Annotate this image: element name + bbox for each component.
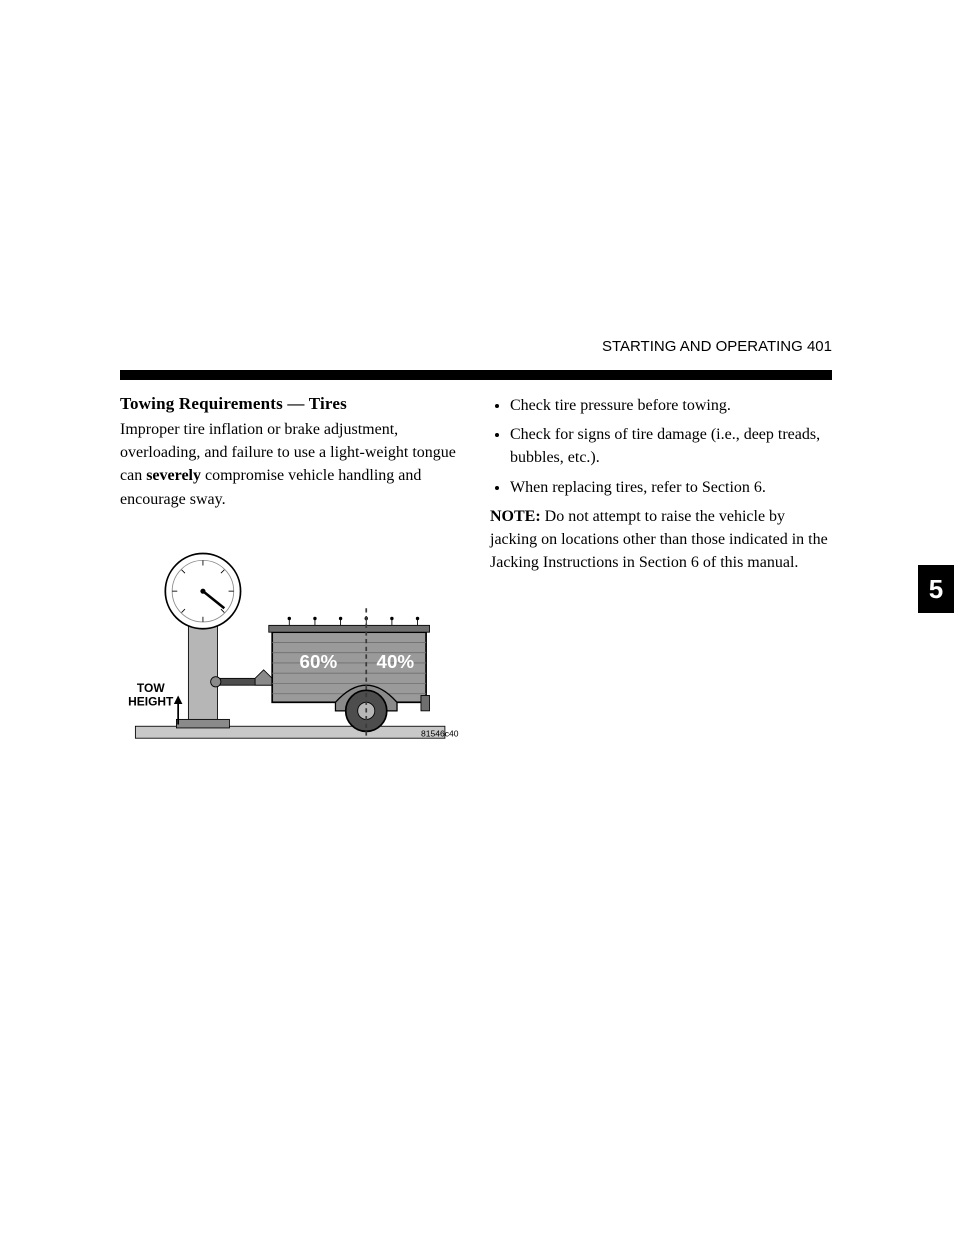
trailer-svg: 60% 40% TOW HEIGHT 81546c40 [120, 521, 462, 781]
right-column: Check tire pressure before towing. Check… [490, 394, 832, 781]
running-head-right: STARTING AND OPERATING 401 [602, 338, 832, 355]
tongue-jack [255, 670, 272, 685]
side-tab: 5 [918, 565, 954, 613]
scale-pivot [200, 588, 205, 593]
trailer-rail-posts [289, 618, 417, 625]
columns: Towing Requirements — Tires Improper tir… [120, 394, 832, 781]
intro-text-bold: severely [146, 467, 201, 484]
pct-front-label: 60% [300, 651, 338, 672]
side-tab-number: 5 [929, 574, 943, 605]
hitch-ball [211, 676, 221, 686]
note-paragraph: NOTE: Do not attempt to raise the vehicl… [490, 505, 832, 575]
scale-post [188, 621, 217, 726]
list-item: Check for signs of tire damage (i.e., de… [510, 423, 832, 469]
note-label: NOTE: [490, 508, 541, 525]
running-head: STARTING AND OPERATING 401 [120, 338, 832, 355]
tow-label-1: TOW [137, 681, 165, 695]
trailer-top-rail [269, 625, 430, 632]
tow-label-2: HEIGHT [128, 694, 174, 708]
trailer-figure: 60% 40% TOW HEIGHT 81546c40 [120, 521, 462, 781]
section-heading: Towing Requirements — Tires [120, 394, 462, 414]
header-bar [120, 370, 832, 380]
left-column: Towing Requirements — Tires Improper tir… [120, 394, 462, 781]
list-item: Check tire pressure before towing. [510, 394, 832, 417]
page: STARTING AND OPERATING 401 Towing Requir… [0, 0, 954, 1235]
tips-list: Check tire pressure before towing. Check… [490, 394, 832, 499]
note-text: Do not attempt to raise the vehicle by j… [490, 508, 828, 571]
list-item: When replacing tires, refer to Section 6… [510, 476, 832, 499]
content-area: Towing Requirements — Tires Improper tir… [120, 370, 832, 781]
pct-rear-label: 40% [376, 651, 414, 672]
tow-height-arrow-head [174, 695, 183, 704]
scale-base [176, 719, 229, 728]
intro-paragraph: Improper tire inflation or brake adjustm… [120, 418, 462, 511]
trailer-rear-block [421, 695, 430, 710]
figure-ref: 81546c40 [421, 728, 459, 738]
